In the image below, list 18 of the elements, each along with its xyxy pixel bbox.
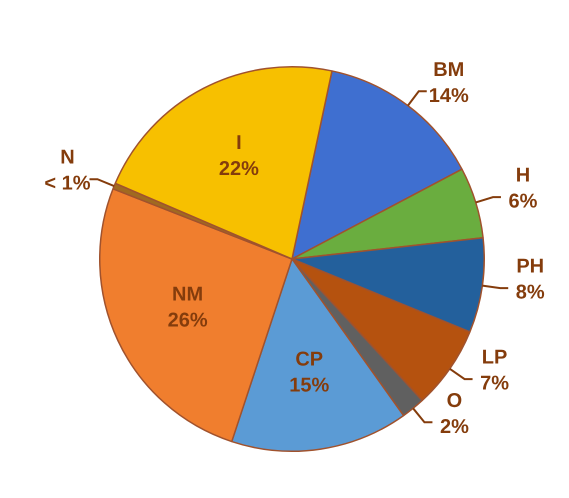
data-label: < 1% <box>44 172 91 195</box>
slice-label: PH <box>516 256 544 278</box>
slice-label: BM <box>433 58 464 81</box>
data-label: 2% <box>440 416 470 438</box>
data-label: 26% <box>168 310 208 332</box>
slice-label: CP <box>295 348 324 371</box>
data-label: 22% <box>218 158 260 180</box>
data-label: 6% <box>508 190 538 213</box>
data-label: 14% <box>428 84 469 107</box>
slice-label: I <box>236 132 242 154</box>
slice-label: LP <box>482 346 508 369</box>
slice-label: H <box>516 164 530 187</box>
slice-label: O <box>446 390 462 412</box>
slice-label: NM <box>172 284 204 306</box>
data-label: 8% <box>516 282 545 304</box>
data-label: 7% <box>480 372 510 395</box>
data-label: 15% <box>289 374 330 397</box>
slice-label: N <box>60 146 75 169</box>
